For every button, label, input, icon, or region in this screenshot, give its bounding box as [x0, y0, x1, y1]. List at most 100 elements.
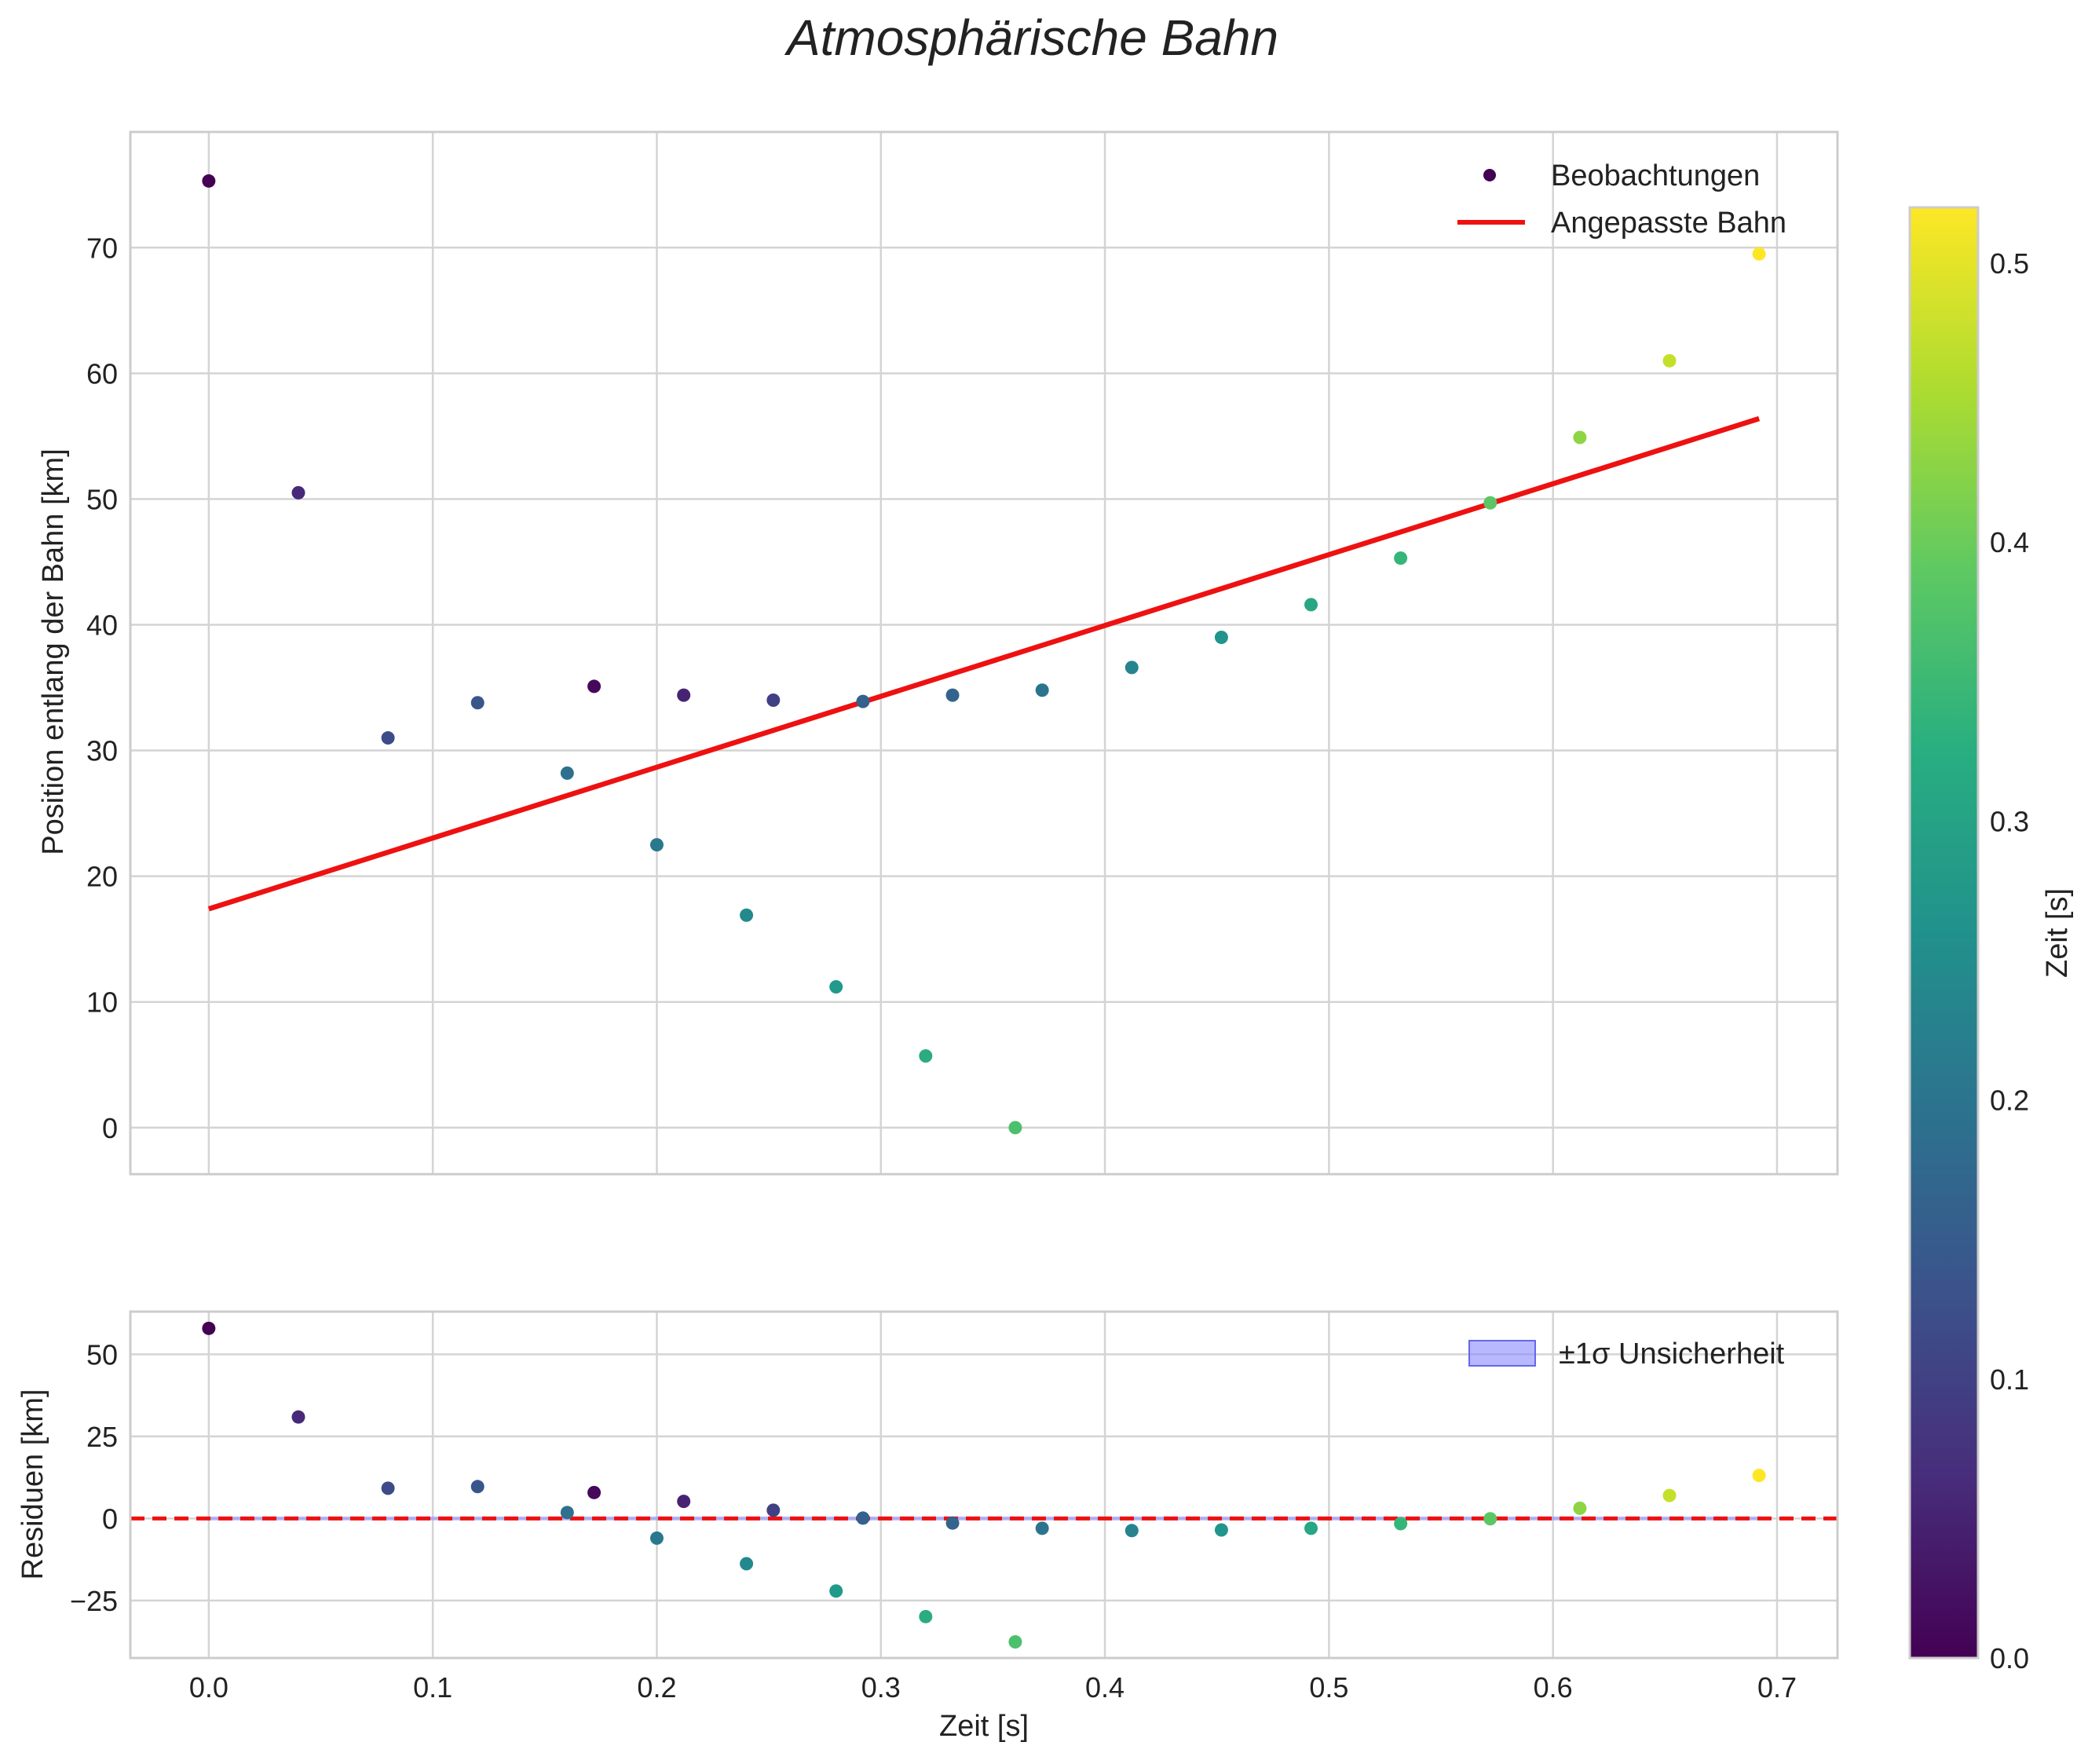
top-y-tick-7: 70 — [86, 232, 118, 264]
top-plot-area — [130, 132, 1838, 1174]
x-tick-7: 0.7 — [1757, 1671, 1797, 1704]
uncertainty-band — [208, 1516, 1760, 1521]
observation-point-10 — [829, 979, 843, 994]
residual-point-2 — [381, 1481, 395, 1495]
fit-line-group — [207, 415, 1761, 912]
residual-point-8 — [740, 1557, 754, 1571]
bottom-y-label: Residuen [km] — [16, 1389, 49, 1580]
x-tick-4: 0.4 — [1085, 1671, 1124, 1704]
top-y-tick-0: 0 — [102, 1112, 118, 1144]
observation-point-1 — [291, 485, 305, 500]
observation-point-12 — [919, 1049, 933, 1063]
bottom-points — [202, 1321, 1766, 1649]
colorbar-gradient — [1910, 207, 1978, 1658]
chart-title: Atmosphärische Bahn — [784, 9, 1278, 66]
observation-point-7 — [677, 688, 691, 702]
residual-point-17 — [1214, 1523, 1228, 1537]
residual-point-15 — [1035, 1521, 1049, 1535]
observation-point-9 — [766, 694, 781, 708]
x-axis-label: Zeit [s] — [939, 1710, 1029, 1743]
legend-band-swatch — [1468, 1340, 1536, 1367]
observation-point-0 — [202, 174, 216, 188]
observation-point-19 — [1394, 551, 1408, 565]
top-grid — [130, 132, 1838, 1174]
top-y-tick-5: 50 — [86, 483, 118, 515]
x-tick-2: 0.2 — [637, 1671, 676, 1704]
observation-point-21 — [1573, 430, 1587, 445]
observation-point-2 — [381, 731, 395, 745]
top-points — [202, 174, 1766, 1135]
colorbar-ticks: 0.0 0.1 0.2 0.3 0.4 0.5 — [1990, 247, 2029, 1674]
residual-point-23 — [1752, 1469, 1766, 1483]
observation-point-22 — [1662, 353, 1677, 368]
residual-point-21 — [1573, 1501, 1587, 1515]
observation-point-18 — [1304, 598, 1318, 612]
residual-point-13 — [945, 1516, 960, 1530]
residual-point-14 — [1008, 1635, 1022, 1649]
x-tick-5: 0.5 — [1309, 1671, 1348, 1704]
top-y-tick-3: 30 — [86, 735, 118, 767]
bottom-frame — [129, 1310, 1839, 1660]
observation-point-17 — [1214, 630, 1228, 644]
observation-point-16 — [1124, 661, 1139, 675]
observation-point-4 — [560, 766, 574, 780]
observation-point-23 — [1752, 247, 1766, 261]
residual-point-9 — [766, 1503, 781, 1517]
bottom-x-ticks: 0.0 0.1 0.2 0.3 0.4 0.5 0.6 0.7 — [189, 1671, 1797, 1704]
top-y-label: Position entlang der Bahn [km] — [37, 448, 70, 855]
top-y-ticks: 0 10 20 30 40 50 60 70 — [86, 232, 118, 1144]
fit-line — [207, 415, 1761, 912]
residual-point-7 — [677, 1495, 691, 1509]
residual-point-1 — [291, 1410, 305, 1424]
residual-point-20 — [1483, 1512, 1497, 1526]
observation-point-3 — [470, 696, 485, 710]
colorbar-tick-0: 0.0 — [1990, 1642, 2029, 1674]
residual-point-11 — [856, 1511, 870, 1525]
x-tick-0: 0.0 — [189, 1671, 229, 1704]
top-legend: Beobachtungen Angepasste Bahn — [1457, 159, 1786, 240]
legend-observations-label: Beobachtungen — [1551, 159, 1760, 192]
residual-point-3 — [470, 1480, 485, 1494]
residual-point-16 — [1124, 1524, 1139, 1538]
residual-point-6 — [649, 1531, 664, 1545]
bottom-y-tick-2: 0 — [102, 1502, 118, 1535]
observation-point-6 — [649, 838, 664, 852]
observation-point-5 — [587, 679, 602, 694]
observation-point-11 — [856, 694, 870, 708]
observation-point-13 — [945, 688, 960, 702]
top-y-tick-1: 10 — [86, 986, 118, 1019]
colorbar-frame — [1908, 206, 1980, 1660]
top-y-tick-6: 60 — [86, 357, 118, 390]
legend-band-label: ±1σ Unsicherheit — [1559, 1338, 1785, 1371]
bottom-y-tick-0: 50 — [86, 1338, 118, 1371]
top-y-tick-2: 20 — [86, 861, 118, 893]
top-panel: 0 10 20 30 40 50 60 70 Position entlang der Bah… — [37, 130, 1839, 1176]
bottom-y-tick-1: 25 — [86, 1421, 118, 1453]
observation-point-14 — [1008, 1121, 1022, 1135]
bottom-panel: 50 25 0 −25 0.0 0.1 0.2 0.3 0.4 0.5 0.6 0.7 Residu… — [16, 1310, 1839, 1743]
colorbar-tick-4: 0.4 — [1990, 526, 2029, 558]
residual-point-22 — [1662, 1488, 1677, 1502]
residual-point-12 — [919, 1609, 933, 1623]
bottom-y-ticks: 50 25 0 −25 — [70, 1338, 118, 1617]
residual-point-0 — [202, 1321, 216, 1335]
observation-point-20 — [1483, 496, 1497, 510]
x-tick-6: 0.6 — [1534, 1671, 1573, 1704]
colorbar: 0.0 0.1 0.2 0.3 0.4 0.5 Zeit [s] — [1908, 206, 2074, 1674]
x-tick-1: 0.1 — [413, 1671, 452, 1704]
bottom-y-tick-3: −25 — [70, 1585, 118, 1617]
colorbar-tick-1: 0.1 — [1990, 1363, 2029, 1396]
colorbar-tick-3: 0.3 — [1990, 805, 2029, 837]
colorbar-tick-5: 0.5 — [1990, 247, 2029, 280]
legend-fit-label: Angepasste Bahn — [1551, 207, 1786, 240]
observation-point-15 — [1035, 683, 1049, 697]
residual-point-19 — [1394, 1517, 1408, 1531]
residual-point-10 — [829, 1584, 843, 1598]
observation-point-8 — [740, 908, 754, 922]
residual-point-4 — [560, 1506, 574, 1520]
residual-point-5 — [587, 1485, 602, 1499]
residual-point-18 — [1304, 1521, 1318, 1535]
colorbar-label: Zeit [s] — [2041, 888, 2074, 978]
colorbar-tick-2: 0.2 — [1990, 1085, 2029, 1117]
